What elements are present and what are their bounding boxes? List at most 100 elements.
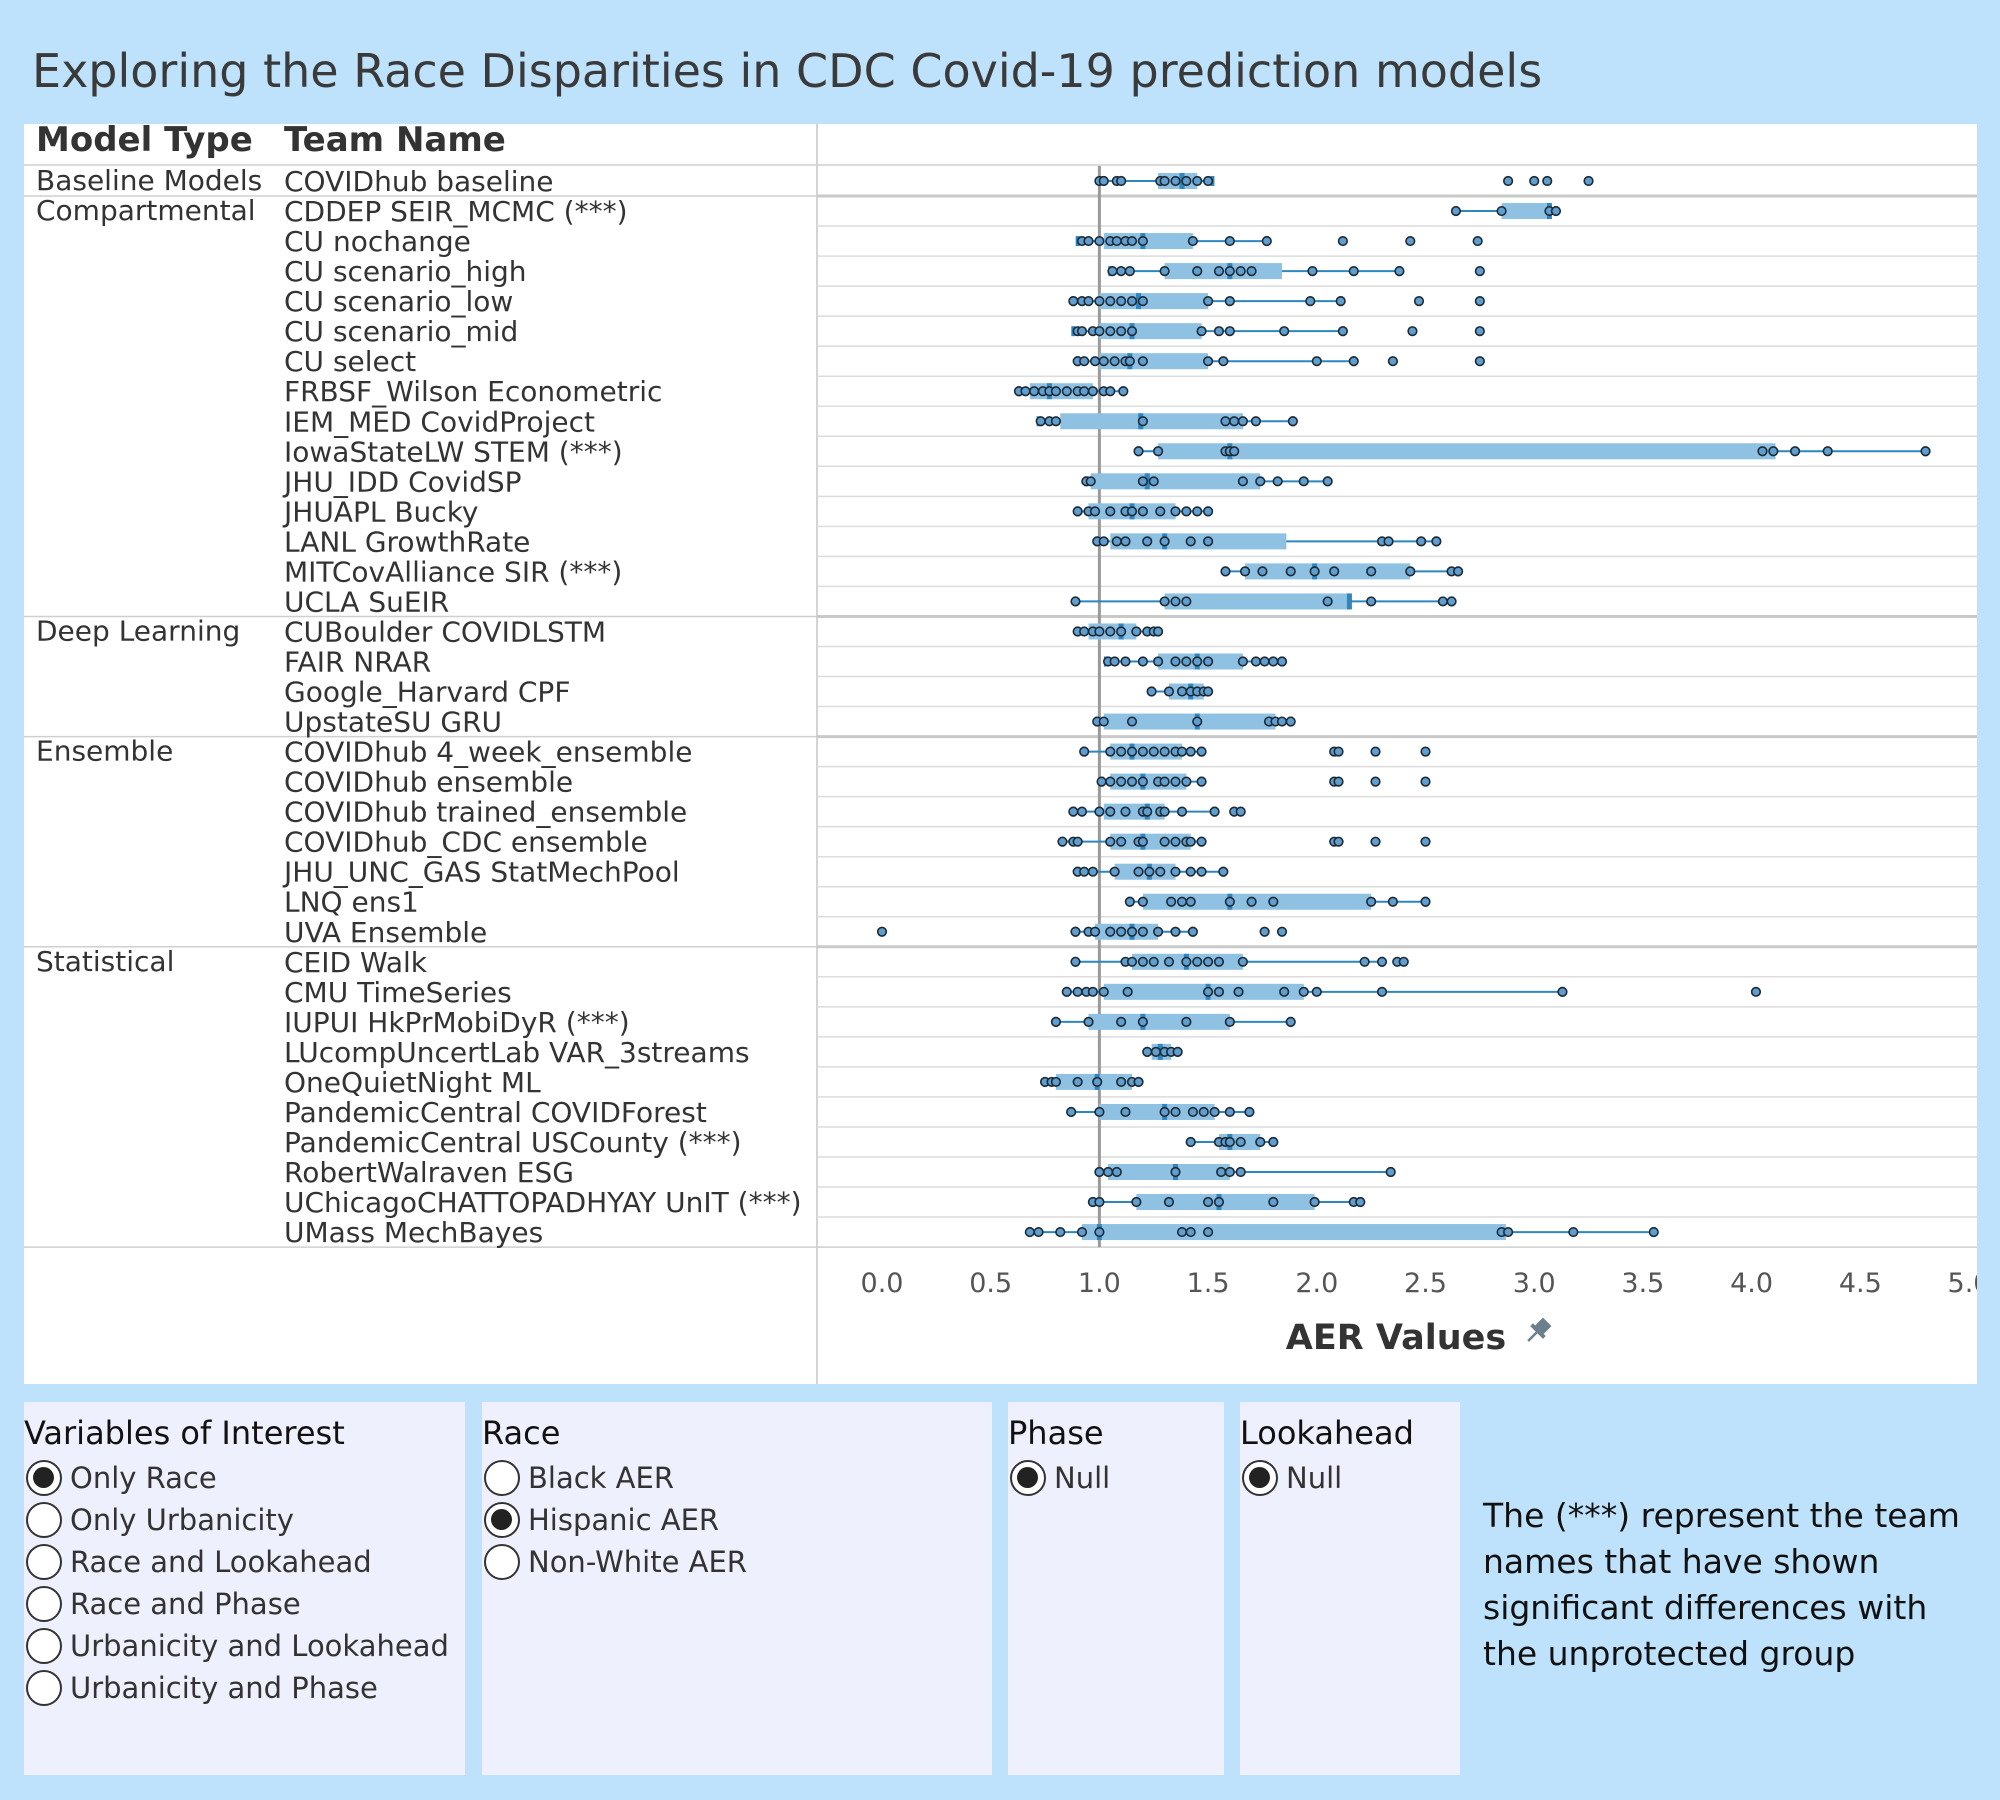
data-point	[1789, 446, 1801, 457]
team-name-label: PandemicCentral COVIDForest	[284, 1096, 707, 1129]
data-point	[1383, 536, 1394, 547]
data-point	[1213, 326, 1225, 337]
data-point	[1061, 986, 1072, 997]
data-point	[1120, 1106, 1131, 1118]
data-point	[1370, 776, 1381, 787]
team-name-label: MITCovAlliance SIR (***)	[284, 555, 622, 588]
team-name-label: JHU_UNC_GAS StatMechPool	[282, 856, 680, 889]
data-point	[1126, 296, 1138, 307]
data-point	[1068, 296, 1079, 307]
data-point	[1105, 806, 1116, 817]
data-point	[1087, 986, 1098, 997]
radio-circle-icon[interactable]	[1010, 1460, 1046, 1496]
data-point	[1276, 656, 1288, 667]
data-point	[1198, 1106, 1209, 1118]
radio-option[interactable]: Hispanic AER	[484, 1500, 719, 1540]
data-point	[1224, 896, 1235, 907]
radio-option[interactable]: Race and Phase	[26, 1584, 301, 1624]
radio-option[interactable]: Race and Lookahead	[26, 1542, 372, 1582]
data-point	[1366, 596, 1377, 607]
data-point	[1209, 806, 1220, 817]
radio-option[interactable]: Non-White AER	[484, 1542, 747, 1582]
data-point	[1385, 1166, 1396, 1178]
radio-circle-icon[interactable]	[26, 1544, 62, 1580]
radio-option[interactable]: Only Race	[26, 1458, 217, 1498]
radio-circle-icon[interactable]	[26, 1670, 62, 1706]
box-iqr	[1164, 593, 1350, 610]
data-point	[1159, 776, 1170, 787]
data-point	[1105, 296, 1116, 307]
data-point	[1474, 326, 1485, 337]
data-point	[1094, 806, 1105, 817]
x-tick-label: 3.5	[1621, 1268, 1664, 1299]
radio-option[interactable]: Urbanicity and Lookahead	[26, 1626, 449, 1666]
data-point	[1220, 566, 1231, 577]
data-point	[1229, 416, 1240, 427]
box-median	[1346, 593, 1352, 610]
data-point	[1102, 1166, 1114, 1178]
radio-option[interactable]: Null	[1010, 1458, 1110, 1498]
race-filter: Race Black AER Hispanic AER Non-White AER	[482, 1402, 992, 1775]
radio-circle-icon[interactable]	[1242, 1460, 1278, 1496]
data-point	[1150, 1046, 1162, 1057]
box-iqr	[1088, 1013, 1230, 1030]
team-name-label: PandemicCentral USCounty (***)	[284, 1126, 742, 1159]
data-point	[1105, 506, 1116, 517]
data-point	[1029, 386, 1040, 397]
radio-circle-icon[interactable]	[484, 1544, 520, 1580]
data-point	[1089, 356, 1101, 367]
data-point	[1126, 506, 1138, 517]
data-point	[1309, 566, 1320, 577]
data-point	[1750, 986, 1762, 997]
data-point	[1076, 326, 1088, 337]
data-point	[1111, 1166, 1122, 1178]
data-point	[1072, 1076, 1083, 1088]
data-point	[1359, 956, 1370, 967]
radio-option[interactable]: Urbanicity and Phase	[26, 1668, 378, 1708]
radio-circle-icon[interactable]	[26, 1586, 62, 1622]
radio-circle-icon[interactable]	[26, 1502, 62, 1538]
data-point	[1474, 296, 1485, 307]
data-point	[1142, 1046, 1153, 1057]
data-point	[1148, 476, 1159, 487]
radio-circle-icon[interactable]	[26, 1628, 62, 1664]
data-point	[1050, 416, 1062, 427]
team-name-label: CU scenario_mid	[284, 315, 518, 348]
x-tick-label: 1.0	[1078, 1268, 1121, 1299]
data-point	[1159, 806, 1170, 817]
team-name-label: JHU_IDD CovidSP	[282, 465, 522, 498]
box-iqr	[1136, 1194, 1315, 1211]
data-point	[1285, 566, 1296, 577]
column-header-team-name: Team Name	[284, 124, 506, 160]
data-point	[1176, 1226, 1188, 1238]
radio-circle-icon[interactable]	[26, 1460, 62, 1496]
data-point	[1224, 266, 1235, 277]
data-point	[1105, 776, 1116, 787]
radio-option[interactable]: Only Urbanicity	[26, 1500, 294, 1540]
team-name-label: IEM_MED CovidProject	[284, 405, 595, 438]
data-point	[1105, 926, 1116, 937]
data-point	[1087, 386, 1098, 397]
data-point	[1094, 626, 1105, 637]
team-name-label: LNQ ens1	[284, 886, 419, 919]
data-point	[1568, 1226, 1579, 1238]
data-point	[1279, 986, 1290, 997]
data-point	[1176, 686, 1188, 697]
team-name-label: IowaStateLW STEM (***)	[284, 435, 623, 468]
data-point	[1287, 416, 1298, 427]
data-point	[1152, 926, 1164, 937]
data-point	[1133, 446, 1144, 457]
radio-option[interactable]: Null	[1242, 1458, 1342, 1498]
x-axis-title: AER Values	[1286, 1318, 1506, 1358]
radio-option[interactable]: Black AER	[484, 1458, 674, 1498]
data-point	[1237, 956, 1248, 967]
radio-circle-icon[interactable]	[484, 1460, 520, 1496]
data-point	[1137, 416, 1148, 427]
box-iqr	[1103, 713, 1276, 730]
chart-panel: Model Type Team Name Baseline Models Compar…	[24, 124, 1977, 1384]
data-point	[1202, 986, 1214, 997]
data-point	[1503, 1226, 1514, 1238]
radio-circle-icon[interactable]	[484, 1502, 520, 1538]
team-name-label: CUBoulder COVIDLSTM	[284, 615, 606, 648]
data-point	[1055, 1226, 1066, 1238]
